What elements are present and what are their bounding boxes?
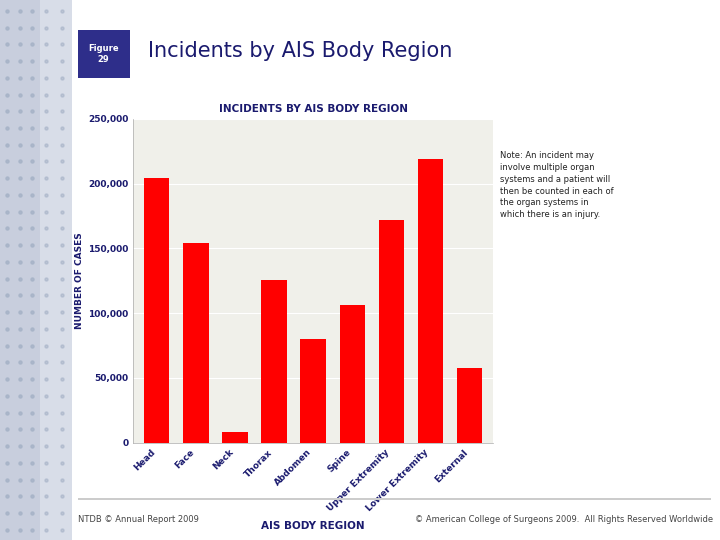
Text: NTDB © Annual Report 2009: NTDB © Annual Report 2009 bbox=[78, 515, 199, 524]
Text: © American College of Surgeons 2009.  All Rights Reserved Worldwide: © American College of Surgeons 2009. All… bbox=[415, 515, 713, 524]
Bar bbox=[261, 280, 287, 443]
Text: Note: An incident may
involve multiple organ
systems and a patient will
then be : Note: An incident may involve multiple o… bbox=[500, 151, 614, 219]
Bar bbox=[300, 339, 326, 443]
Bar bbox=[418, 159, 444, 443]
Text: Figure
29: Figure 29 bbox=[89, 44, 119, 64]
Bar bbox=[222, 433, 248, 443]
Title: INCIDENTS BY AIS BODY REGION: INCIDENTS BY AIS BODY REGION bbox=[219, 104, 408, 114]
Bar bbox=[379, 220, 404, 443]
Text: Incidents by AIS Body Region: Incidents by AIS Body Region bbox=[148, 41, 452, 62]
X-axis label: AIS BODY REGION: AIS BODY REGION bbox=[261, 522, 365, 531]
Bar bbox=[340, 306, 365, 443]
Bar bbox=[457, 368, 482, 443]
Bar bbox=[183, 243, 209, 443]
Bar bbox=[144, 178, 169, 443]
Y-axis label: NUMBER OF CASES: NUMBER OF CASES bbox=[75, 232, 84, 329]
